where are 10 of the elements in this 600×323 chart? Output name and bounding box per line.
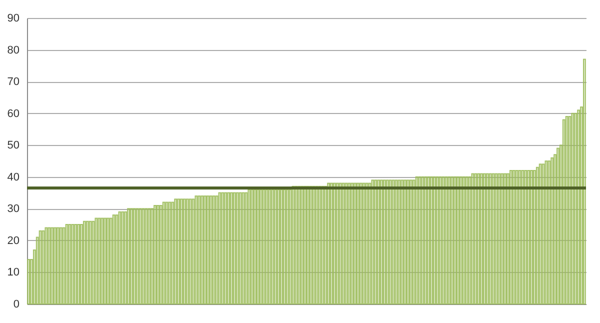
- y-tick-label: 80: [7, 44, 20, 56]
- y-tick-label: 0: [13, 298, 20, 310]
- y-tick-label: 40: [7, 171, 20, 184]
- y-tick-label: 50: [7, 140, 20, 152]
- y-tick-label: 10: [7, 266, 20, 279]
- y-tick-label: 20: [7, 234, 20, 247]
- y-tick-label: 30: [7, 203, 20, 216]
- y-tick-label: 90: [7, 12, 20, 24]
- y-tick-label: 60: [7, 108, 20, 120]
- y-tick-label: 70: [7, 76, 20, 88]
